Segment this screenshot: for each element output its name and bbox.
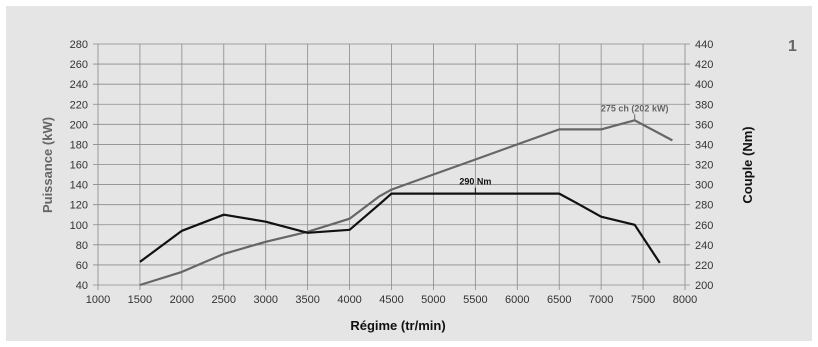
series-lines xyxy=(139,119,673,287)
y-right-tick-label: 340 xyxy=(695,139,713,151)
tick-labels: 1000 1500 2000 2500 3000 3500 4000 4500 5000 5500… xyxy=(70,39,714,306)
x-tick-label: 3500 xyxy=(295,294,319,306)
y-right-tick-label: 260 xyxy=(695,220,713,232)
torque-series-line xyxy=(139,192,661,264)
x-tick-label: 1000 xyxy=(86,294,110,306)
x-tick-label: 6500 xyxy=(547,294,571,306)
y-left-tick-label: 60 xyxy=(76,260,88,272)
y-left-tick-label: 160 xyxy=(70,160,88,172)
x-tick-label: 2000 xyxy=(170,294,194,306)
y-left-tick-label: 240 xyxy=(70,79,88,91)
y-left-tick-label: 100 xyxy=(70,220,88,232)
y-right-tick-label: 420 xyxy=(695,59,713,71)
figure-number: 1 xyxy=(788,38,797,55)
y-right-tick-label: 440 xyxy=(695,39,713,51)
y-left-tick-label: 280 xyxy=(70,39,88,51)
x-tick-label: 5000 xyxy=(421,294,445,306)
y-right-tick-label: 240 xyxy=(695,240,713,252)
y-right-tick-label: 200 xyxy=(695,280,713,292)
y-right-tick-label: 360 xyxy=(695,119,713,131)
y-left-tick-label: 220 xyxy=(70,99,88,111)
x-tick-label: 3000 xyxy=(253,294,277,306)
x-tick-label: 2500 xyxy=(212,294,236,306)
annotations: 275 ch (202 kW) 290 Nm xyxy=(459,103,669,194)
x-tick-label: 1500 xyxy=(128,294,152,306)
annotation-label: 290 Nm xyxy=(459,177,491,187)
x-tick-label: 8000 xyxy=(673,294,697,306)
annotation-label: 275 ch (202 kW) xyxy=(601,103,669,113)
y-right-tick-label: 220 xyxy=(695,260,713,272)
x-tick-label: 4500 xyxy=(379,294,403,306)
y-left-tick-label: 180 xyxy=(70,139,88,151)
y-right-tick-label: 300 xyxy=(695,180,713,192)
y-left-tick-label: 40 xyxy=(76,280,88,292)
y-left-tick-label: 140 xyxy=(70,180,88,192)
grid xyxy=(93,43,690,290)
y-right-tick-label: 380 xyxy=(695,99,713,111)
y-axis-right-title: Couple (Nm) xyxy=(740,126,755,203)
y-right-tick-label: 280 xyxy=(695,200,713,212)
y-left-tick-label: 80 xyxy=(76,240,88,252)
y-left-tick-label: 260 xyxy=(70,59,88,71)
x-tick-label: 7000 xyxy=(589,294,613,306)
y-left-tick-label: 120 xyxy=(70,200,88,212)
y-right-tick-label: 320 xyxy=(695,160,713,172)
x-tick-label: 4000 xyxy=(337,294,361,306)
y-axis-left-title: Puissance (kW) xyxy=(40,117,55,213)
x-tick-label: 7500 xyxy=(631,294,655,306)
y-right-tick-label: 400 xyxy=(695,79,713,91)
y-left-tick-label: 200 xyxy=(70,119,88,131)
x-axis-title: Régime (tr/min) xyxy=(350,318,445,333)
power-series-line xyxy=(139,119,673,287)
x-tick-label: 6000 xyxy=(505,294,529,306)
x-tick-label: 5500 xyxy=(463,294,487,306)
